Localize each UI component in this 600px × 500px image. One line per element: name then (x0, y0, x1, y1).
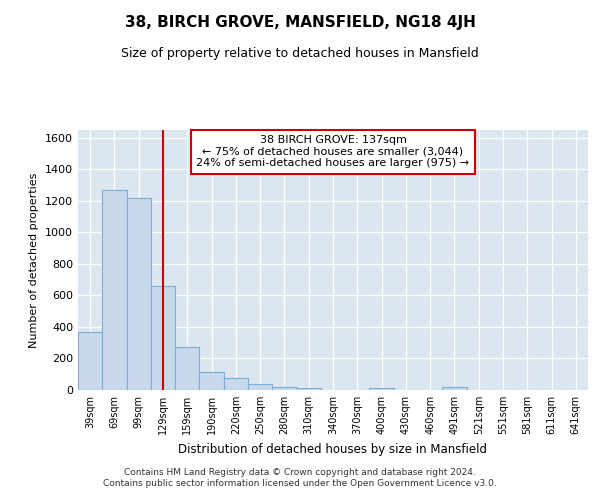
Y-axis label: Number of detached properties: Number of detached properties (29, 172, 40, 348)
Bar (175, 348, 199, 390)
Bar (102, 190, 127, 390)
Bar (272, 387, 296, 390)
Bar (248, 384, 272, 390)
Text: 38, BIRCH GROVE, MANSFIELD, NG18 4JH: 38, BIRCH GROVE, MANSFIELD, NG18 4JH (125, 15, 475, 30)
Bar (224, 378, 248, 390)
Bar (199, 372, 224, 390)
Text: Size of property relative to detached houses in Mansfield: Size of property relative to detached ho… (121, 48, 479, 60)
Bar (151, 286, 175, 390)
Bar (296, 388, 321, 390)
Bar (442, 387, 467, 390)
Text: Contains HM Land Registry data © Crown copyright and database right 2024.
Contai: Contains HM Land Registry data © Crown c… (103, 468, 497, 487)
Text: 38 BIRCH GROVE: 137sqm
← 75% of detached houses are smaller (3,044)
24% of semi-: 38 BIRCH GROVE: 137sqm ← 75% of detached… (196, 135, 470, 168)
Bar (127, 198, 151, 390)
X-axis label: Distribution of detached houses by size in Mansfield: Distribution of detached houses by size … (179, 442, 487, 456)
Bar (78, 332, 102, 390)
Bar (370, 388, 394, 390)
